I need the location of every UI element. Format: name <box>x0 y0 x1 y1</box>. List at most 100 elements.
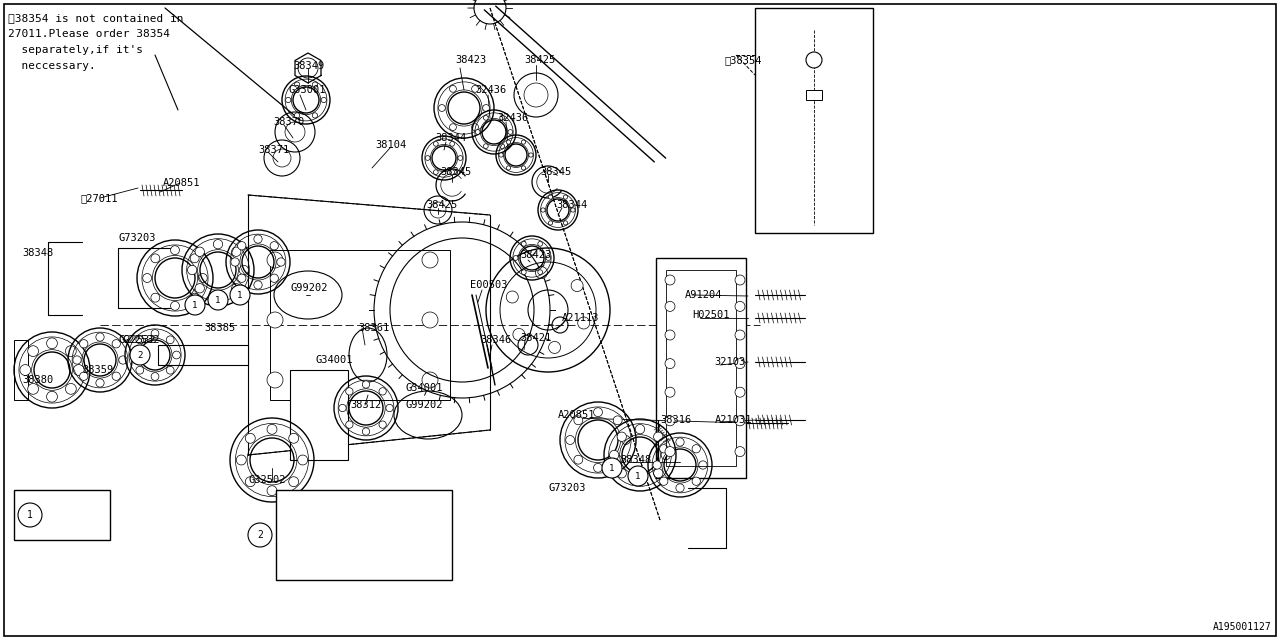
Circle shape <box>621 436 630 444</box>
Circle shape <box>594 408 603 417</box>
Circle shape <box>666 330 675 340</box>
Circle shape <box>268 252 283 268</box>
Circle shape <box>362 381 370 388</box>
Bar <box>666 270 736 466</box>
Circle shape <box>654 432 663 442</box>
Bar <box>291 370 348 460</box>
Circle shape <box>735 358 745 369</box>
Circle shape <box>692 477 700 485</box>
Circle shape <box>379 388 387 395</box>
Circle shape <box>449 141 454 146</box>
Circle shape <box>499 115 504 120</box>
Bar <box>14 340 28 400</box>
Text: 32436: 32436 <box>475 85 507 95</box>
Text: 38380: 38380 <box>22 375 54 385</box>
Circle shape <box>499 153 503 157</box>
Circle shape <box>195 247 205 257</box>
Text: G32502: G32502 <box>248 475 285 485</box>
Circle shape <box>79 340 88 348</box>
Circle shape <box>238 242 246 250</box>
Text: G73203: G73203 <box>548 483 585 493</box>
Circle shape <box>65 346 77 356</box>
Circle shape <box>513 328 525 340</box>
Circle shape <box>571 208 575 212</box>
Circle shape <box>422 252 438 268</box>
Circle shape <box>170 301 179 310</box>
Circle shape <box>294 113 300 118</box>
Circle shape <box>666 387 675 397</box>
Circle shape <box>735 387 745 397</box>
Circle shape <box>541 208 545 212</box>
Circle shape <box>594 463 603 472</box>
Circle shape <box>362 428 370 435</box>
Circle shape <box>735 275 745 285</box>
Circle shape <box>289 477 298 486</box>
Text: G73203: G73203 <box>118 233 155 243</box>
Circle shape <box>232 247 241 257</box>
Circle shape <box>131 345 150 365</box>
Text: ※38354: ※38354 <box>724 55 762 65</box>
Circle shape <box>613 455 622 464</box>
Circle shape <box>471 86 479 92</box>
Circle shape <box>449 86 457 92</box>
Circle shape <box>195 284 205 293</box>
Circle shape <box>276 258 285 266</box>
Circle shape <box>538 270 543 275</box>
Circle shape <box>232 284 241 293</box>
Circle shape <box>96 333 104 341</box>
Circle shape <box>20 365 31 376</box>
Text: G22532: G22532 <box>122 335 160 345</box>
Circle shape <box>119 356 127 364</box>
Text: 1: 1 <box>192 301 197 310</box>
Circle shape <box>268 312 283 328</box>
Circle shape <box>166 366 174 374</box>
Text: 1: 1 <box>635 472 641 481</box>
Circle shape <box>563 221 567 225</box>
Circle shape <box>113 340 120 348</box>
Circle shape <box>735 330 745 340</box>
Circle shape <box>483 104 489 111</box>
Circle shape <box>187 266 197 275</box>
Circle shape <box>214 239 223 249</box>
Text: 27011.Please order 38354: 27011.Please order 38354 <box>8 29 170 39</box>
Circle shape <box>385 404 393 412</box>
Bar <box>755 8 873 233</box>
Circle shape <box>346 388 353 395</box>
Text: ※27011: ※27011 <box>81 193 118 203</box>
Circle shape <box>735 447 745 456</box>
Circle shape <box>151 330 159 337</box>
Text: 38359: 38359 <box>82 365 113 375</box>
Circle shape <box>609 451 618 460</box>
Text: A20851: A20851 <box>163 178 201 188</box>
Circle shape <box>563 195 567 199</box>
Text: 1: 1 <box>27 510 33 520</box>
Circle shape <box>508 130 513 134</box>
Circle shape <box>521 241 526 246</box>
Circle shape <box>18 503 42 527</box>
Text: 38425: 38425 <box>426 200 457 210</box>
Circle shape <box>659 477 668 485</box>
Circle shape <box>613 416 622 425</box>
Circle shape <box>238 274 246 282</box>
Circle shape <box>538 241 543 246</box>
Bar <box>657 258 746 478</box>
Circle shape <box>151 254 160 263</box>
Circle shape <box>535 267 548 278</box>
Circle shape <box>136 336 143 344</box>
Text: 32103: 32103 <box>714 357 745 367</box>
Text: G33001: G33001 <box>288 85 325 95</box>
Circle shape <box>239 266 248 275</box>
Circle shape <box>28 383 38 394</box>
Circle shape <box>666 275 675 285</box>
Circle shape <box>602 458 622 478</box>
Text: A21031: A21031 <box>716 415 753 425</box>
Circle shape <box>484 115 488 120</box>
Text: A20851: A20851 <box>558 410 595 420</box>
Circle shape <box>79 372 88 380</box>
Text: neccessary.: neccessary. <box>8 61 96 71</box>
Text: 38312: 38312 <box>349 400 381 410</box>
Circle shape <box>666 416 675 426</box>
Text: 38346: 38346 <box>480 335 511 345</box>
Circle shape <box>191 254 200 263</box>
Circle shape <box>166 336 174 344</box>
